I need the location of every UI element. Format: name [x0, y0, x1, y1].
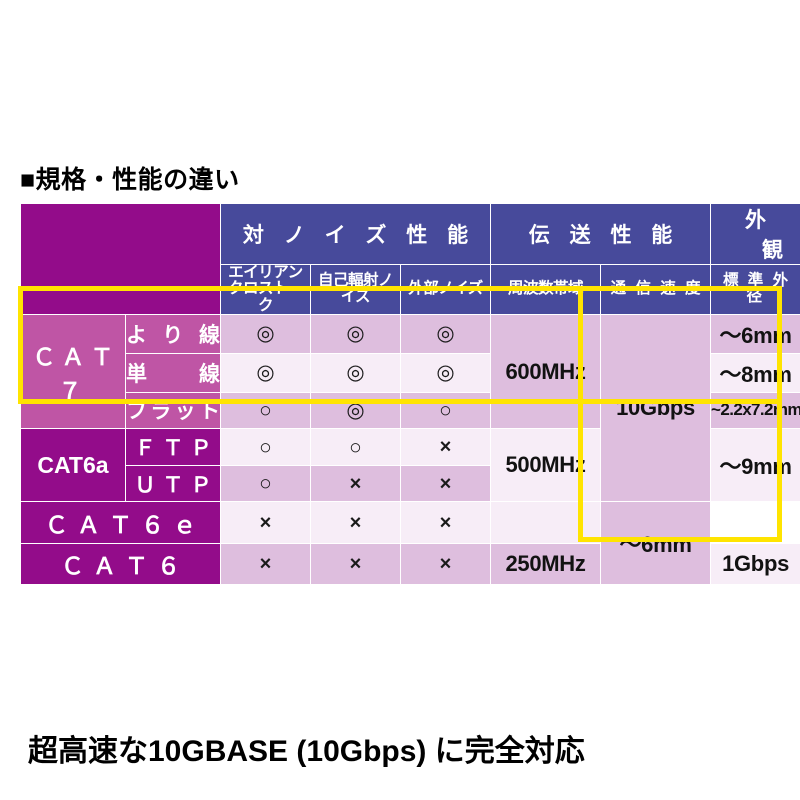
- row-subtype-yorisen: より線: [125, 313, 221, 354]
- row-subtype-ftp: ＦＴＰ: [125, 428, 221, 466]
- header-group-noise: 対 ノ イ ズ 性 能: [219, 203, 492, 265]
- page-title: ■規格・性能の違い: [20, 166, 240, 194]
- row-subtype-flat: フラット: [125, 391, 221, 430]
- cell-self-radiation: ×: [310, 464, 401, 503]
- cell-diameter-6mm-cat6: ～6mm: [600, 501, 712, 585]
- cell-self-radiation: ◎: [310, 313, 401, 354]
- cell-bandwidth-600: 600MHz: [490, 313, 602, 430]
- header-diameter: 標 準 外 径: [710, 264, 800, 315]
- cell-external-noise: ◎: [399, 352, 492, 393]
- cell-self-radiation: ×: [310, 501, 401, 544]
- spec-comparison-table-wrapper: 対 ノ イ ズ 性 能 伝 送 性 能 外 観 エイリアン クロストーク 自己輻…: [20, 203, 800, 586]
- cell-bandwidth-250: 250MHz: [490, 542, 602, 586]
- cell-external-noise: ×: [399, 464, 492, 503]
- row-subtype-tansen: 単 線: [125, 352, 221, 393]
- row-category-cat6e: ＣＡＴ６ｅ: [20, 501, 221, 544]
- cell-alien-crosstalk: ○: [220, 464, 311, 503]
- cell-alien-crosstalk: ◎: [220, 313, 311, 354]
- cell-speed-1gbps: 1Gbps: [710, 542, 800, 586]
- cell-speed-10gbps: 10Gbps: [600, 313, 712, 503]
- table-header-group-row: 対 ノ イ ズ 性 能 伝 送 性 能 外 観: [20, 203, 800, 315]
- header-alien-crosstalk-line2: クロストーク: [227, 280, 304, 314]
- table-row: ＣＡＴ６ × × × 250MHz 1Gbps: [20, 542, 800, 586]
- header-external-noise: 外部ノイズ: [399, 264, 492, 315]
- table-row: ＣＡＴ６ｅ × × × ～6mm: [20, 501, 800, 585]
- row-category-cat6a: CAT6a: [20, 428, 126, 503]
- cell-bandwidth-empty: [490, 501, 602, 544]
- cell-diameter-flat: ~2.2x7.2mm: [710, 391, 800, 430]
- cell-alien-crosstalk: ◎: [220, 352, 311, 393]
- header-group-transmission: 伝 送 性 能: [490, 203, 712, 265]
- cell-alien-crosstalk: ○: [220, 391, 311, 430]
- cell-diameter-8mm: ～8mm: [710, 352, 800, 393]
- cell-external-noise: ×: [399, 542, 492, 586]
- cell-alien-crosstalk: ×: [220, 501, 311, 544]
- row-category-cat7: ＣＡＴ７: [20, 313, 126, 430]
- cell-alien-crosstalk: ○: [220, 428, 311, 466]
- header-group-appearance: 外 観: [710, 203, 800, 265]
- row-category-cat6: ＣＡＴ６: [20, 542, 221, 586]
- cell-alien-crosstalk: ×: [220, 542, 311, 586]
- cell-self-radiation: ○: [310, 428, 401, 466]
- header-self-radiation: 自己輻射ノイズ: [310, 264, 401, 315]
- cell-external-noise: ×: [399, 428, 492, 466]
- row-subtype-utp: ＵＴＰ: [125, 464, 221, 503]
- cell-self-radiation: ◎: [310, 391, 401, 430]
- cell-external-noise: ×: [399, 501, 492, 544]
- cell-self-radiation: ×: [310, 542, 401, 586]
- cell-external-noise: ○: [399, 391, 492, 430]
- header-bandwidth: 周波数帯域: [490, 264, 602, 315]
- cell-bandwidth-500: 500MHz: [490, 428, 602, 503]
- header-alien-crosstalk: エイリアン クロストーク: [220, 264, 311, 315]
- cell-diameter-9mm: ～9mm: [710, 428, 800, 503]
- header-corner-cell: [20, 203, 221, 315]
- header-speed: 通 信 速 度: [600, 264, 712, 315]
- cell-diameter-6mm-cat7: ～6mm: [710, 313, 800, 354]
- cell-self-radiation: ◎: [310, 352, 401, 393]
- table-row: 単 線 ◎ ◎ ◎ ～8mm: [21, 352, 800, 393]
- header-alien-crosstalk-line1: エイリアン: [228, 264, 303, 281]
- table-row: CAT6a ＦＴＰ ○ ○ × 500MHz ～9mm: [20, 428, 800, 503]
- page-caption: 超高速な10GBASE (10Gbps) に完全対応: [28, 735, 585, 768]
- table-row: ＵＴＰ ○ × ×: [21, 464, 800, 503]
- spec-comparison-table: 対 ノ イ ズ 性 能 伝 送 性 能 外 観 エイリアン クロストーク 自己輻…: [20, 203, 800, 586]
- table-row: ＣＡＴ７ より線 ◎ ◎ ◎ 600MHz 10Gbps ～6mm: [20, 313, 800, 503]
- cell-external-noise: ◎: [399, 313, 492, 354]
